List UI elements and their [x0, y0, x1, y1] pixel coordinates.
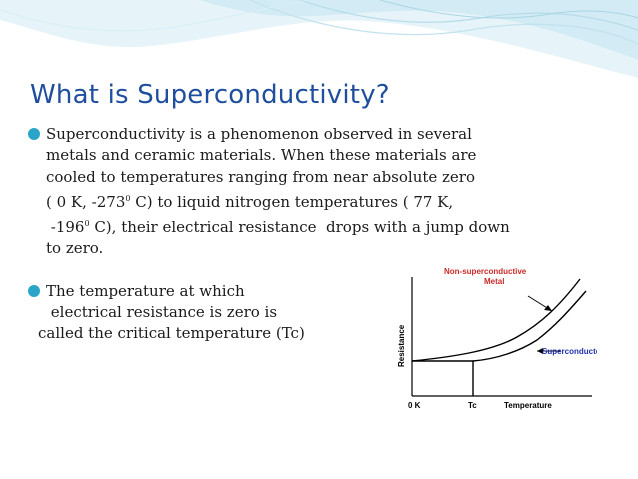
- bullet1-line5-a: -196: [46, 218, 85, 237]
- degree-sup: 0: [84, 219, 90, 229]
- slide-body: Superconductivity is a phenomenon observ…: [28, 124, 608, 345]
- bullet1-line4-a: ( 0 K, -273: [46, 192, 126, 211]
- bullet1-line5-b: C), their electrical resistance drops wi…: [89, 218, 510, 237]
- non-superconductive-curve: [411, 278, 581, 362]
- x-tick-zero: 0 K: [408, 401, 421, 410]
- bullet1-line4-b: C) to liquid nitrogen temperatures ( 77 …: [130, 192, 454, 211]
- bullet1-line3: cooled to temperatures ranging from near…: [46, 167, 476, 186]
- bullet-dot-icon: [28, 284, 40, 297]
- degree-sup: 0: [125, 193, 131, 203]
- bullet1-line2: metals and ceramic materials. When these…: [46, 146, 477, 165]
- superconductor-curve-right: [472, 290, 587, 362]
- decorative-waves: [0, 0, 638, 78]
- slide-title: What is Superconductivity?: [30, 80, 390, 110]
- label-non-superconductive: Non-superconductive: [444, 267, 527, 276]
- x-tick-tc: Tc: [468, 401, 477, 410]
- x-axis-label: Temperature: [504, 401, 552, 410]
- bullet1-line4: ( 0 K, -2730 C) to liquid nitrogen tempe…: [46, 188, 608, 213]
- bullet2-line3: called the critical temperature (Tc): [38, 324, 305, 343]
- bullet2-line2: electrical resistance is zero is: [46, 303, 278, 322]
- bullet1-line1: Superconductivity is a phenomenon observ…: [46, 125, 472, 143]
- bullet-item: Superconductivity is a phenomenon observ…: [28, 124, 608, 260]
- bullet-dot-icon: [28, 128, 40, 140]
- bullet1-line5: -1960 C), their electrical resistance dr…: [46, 213, 608, 238]
- resistance-temperature-graph: Non-superconductive Metal Superconductor…: [392, 265, 597, 415]
- bullet-item: The temperature at which electrical resi…: [28, 281, 608, 345]
- label-metal: Metal: [484, 277, 504, 286]
- bullet2-line1: The temperature at which: [46, 281, 245, 300]
- y-axis-label: Resistance: [397, 324, 406, 367]
- bullet1-line6: to zero.: [46, 239, 104, 258]
- label-superconductor: Superconductor: [542, 347, 597, 356]
